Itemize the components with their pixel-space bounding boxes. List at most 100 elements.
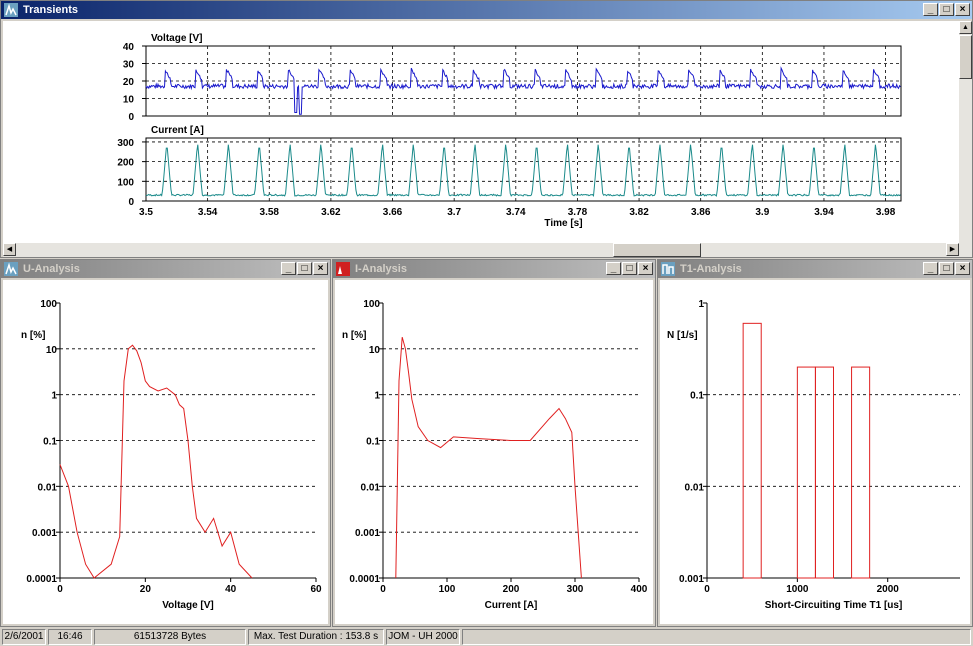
current-series-line [145,144,901,198]
time-tick-label: 3.78 [568,207,588,218]
current-tick-label: 0 [128,197,134,208]
i-analysis-titlebar[interactable]: I-Analysis _ □ × [333,260,655,278]
time-tick-label: 3.98 [876,207,896,218]
y-axis-label: N [1/s] [667,330,698,341]
minimize-button[interactable]: _ [923,3,938,16]
t1-analysis-title: T1-Analysis [680,263,742,275]
current-plot-frame [145,137,902,202]
voltage-panel-label: Voltage [V] [151,33,202,44]
u-analysis-plot-area: 100 10 1 0.1 0.01 0.001 0.0001 0 20 40 60 n [%] Volt… [3,280,328,624]
u-analysis-titlebar[interactable]: U-Analysis _ □ × [1,260,330,278]
y-axis-label: n [%] [342,330,366,341]
current-tick-label: 300 [117,138,134,149]
time-tick-label: 3.94 [814,207,834,218]
x-tick-label: 20 [140,584,152,595]
voltage-plot-frame [145,45,902,117]
transients-title: Transients [23,4,79,16]
vertical-scroll-thumb[interactable] [959,35,972,79]
minimize-button[interactable]: _ [923,262,938,275]
y-tick-label: 100 [363,299,380,310]
y-tick-label: 0.001 [679,574,704,585]
maximize-button[interactable]: □ [622,262,637,275]
x-tick-label: 0 [57,584,63,595]
y-tick-label: 1 [374,391,380,402]
t1-analysis-window-icon [661,262,675,276]
t1-analysis-window: T1-Analysis _ □ × 1 0.1 0.01 0.001 0 1000 2000… [657,259,973,627]
y-tick-label: 0.001 [32,528,57,539]
u-analysis-window: U-Analysis _ □ × 100 10 1 0.1 0.01 0.001 0.000… [0,259,331,627]
voltage-series-line [145,66,901,115]
y-tick-label: 0.01 [38,482,58,493]
time-tick-label: 3.58 [260,207,280,218]
voltage-tick-label: 0 [128,112,134,123]
y-tick-label: 100 [40,299,57,310]
status-empty [462,629,971,645]
status-date: 2/6/2001 [2,629,46,645]
histogram-bar [742,322,762,579]
plot-background [335,280,653,624]
status-credit: JOM - UH 2000 [386,629,460,645]
u-analysis-title: U-Analysis [23,263,80,275]
x-axis-label: Short-Circuiting Time T1 [us] [765,600,903,611]
y-tick-label: 1 [698,299,704,310]
y-tick-label: 0.01 [685,482,705,493]
close-button[interactable]: × [638,262,653,275]
x-tick-label: 1000 [786,584,809,595]
t1-analysis-titlebar[interactable]: T1-Analysis _ □ × [658,260,972,278]
status-bytes: 61513728 Bytes [94,629,246,645]
y-tick-label: 10 [369,345,381,356]
y-tick-label: 10 [46,345,58,356]
scroll-up-button[interactable]: ▲ [959,21,972,34]
x-tick-label: 60 [310,584,322,595]
x-tick-label: 300 [567,584,584,595]
close-button[interactable]: × [313,262,328,275]
scroll-right-button[interactable]: ▶ [946,243,959,256]
transients-titlebar[interactable]: Transients _ □ × [1,1,972,19]
status-duration: Max. Test Duration : 153.8 s [248,629,384,645]
close-button[interactable]: × [955,262,970,275]
y-tick-label: 0.0001 [26,574,57,585]
time-tick-label: 3.74 [506,207,526,218]
y-tick-label: 0.1 [690,391,704,402]
y-tick-label: 0.1 [43,437,57,448]
voltage-tick-label: 20 [123,77,135,88]
x-tick-label: 0 [704,584,710,595]
time-tick-label: 3.5 [139,207,153,218]
t1-analysis-plot-area: 1 0.1 0.01 0.001 0 1000 2000 N [1/s] Short-Circu… [660,280,970,624]
minimize-button[interactable]: _ [606,262,621,275]
status-time: 16:46 [48,629,92,645]
x-tick-label: 0 [380,584,386,595]
maximize-button[interactable]: □ [939,3,954,16]
y-tick-label: 0.01 [361,482,381,493]
distribution-line [395,336,582,579]
voltage-tick-label: 30 [123,60,135,71]
status-bar: 2/6/2001 16:46 61513728 Bytes Max. Test … [0,627,973,646]
scroll-left-button[interactable]: ◀ [3,243,16,256]
time-tick-label: 3.9 [755,207,769,218]
minimize-button[interactable]: _ [281,262,296,275]
transients-plot-area: Voltage [V] 40 30 20 10 0 Current [A] 300 200 100… [3,21,959,243]
y-tick-label: 1 [51,391,57,402]
horizontal-scroll-thumb[interactable] [613,243,701,257]
maximize-button[interactable]: □ [297,262,312,275]
horizontal-scrollbar[interactable]: ◀ ▶ [3,243,972,257]
current-panel-label: Current [A] [151,125,204,136]
y-tick-label: 0.0001 [349,574,380,585]
y-axis-label: n [%] [21,330,45,341]
maximize-button[interactable]: □ [939,262,954,275]
vertical-scrollbar[interactable]: ▲ [959,21,972,243]
x-axis-label: Current [A] [485,600,538,611]
i-analysis-title: I-Analysis [355,263,407,275]
y-tick-label: 0.001 [355,528,380,539]
x-tick-label: 2000 [877,584,900,595]
plot-background [3,280,328,624]
transients-window: Transients _ □ × Voltage [V] 40 30 20 10 0 Cur… [0,0,973,258]
i-analysis-plot-area: 100 10 1 0.1 0.01 0.001 0.0001 0 100 200 300 400 n [… [335,280,653,624]
time-tick-label: 3.82 [629,207,649,218]
current-tick-label: 100 [117,177,134,188]
close-button[interactable]: × [955,3,970,16]
x-tick-label: 400 [631,584,648,595]
i-analysis-window-icon [336,262,350,276]
x-axis-label: Voltage [V] [162,600,213,611]
